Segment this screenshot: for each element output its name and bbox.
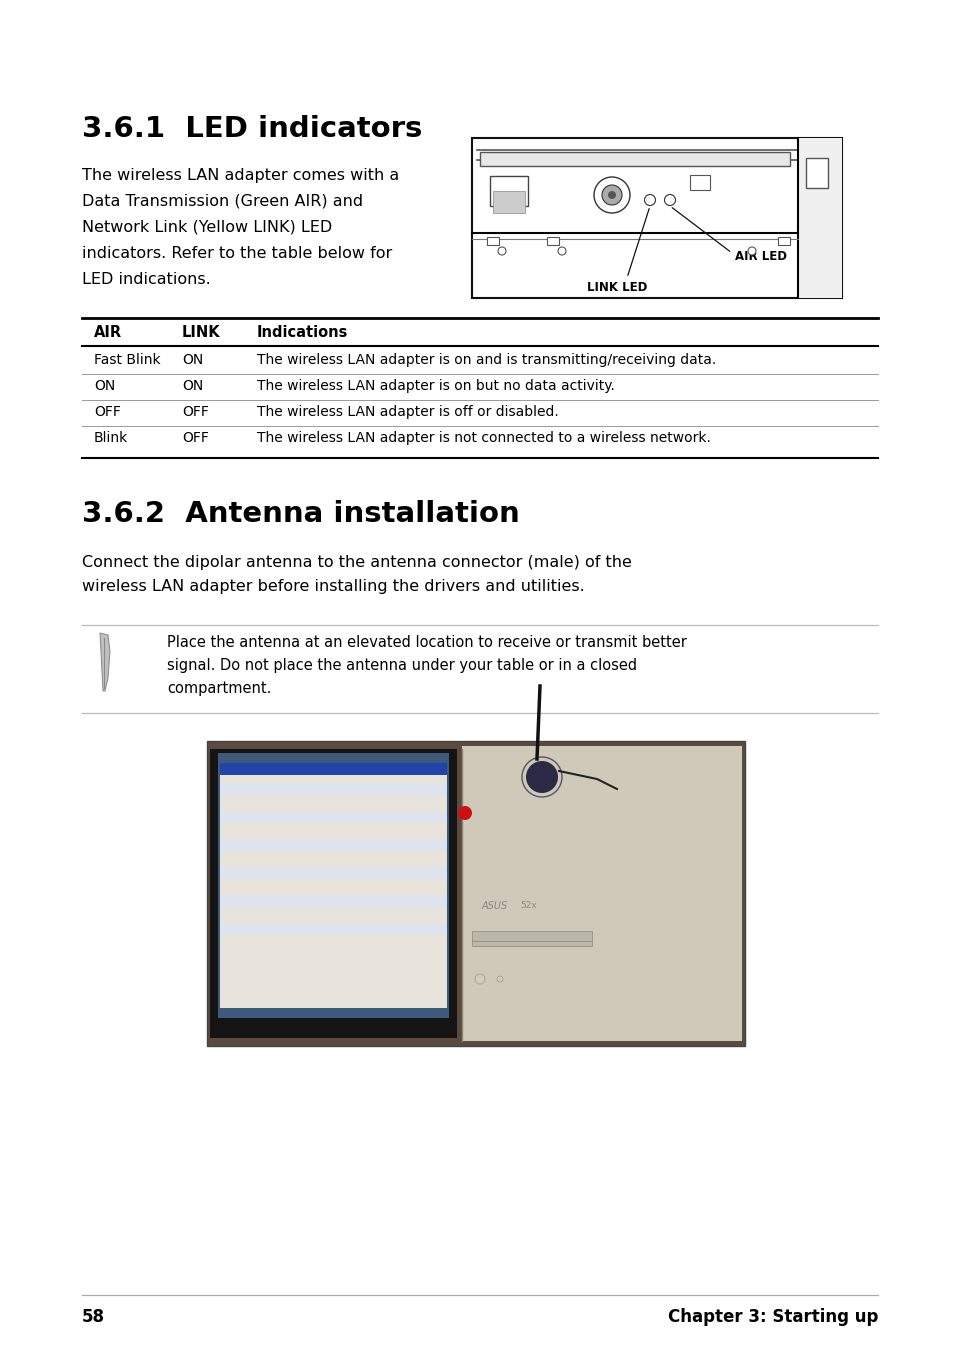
Bar [493,190,524,213]
Bar [490,176,527,205]
Bar [220,784,447,794]
Text: Network Link (Yellow LINK) LED: Network Link (Yellow LINK) LED [82,220,332,235]
Bar [220,763,447,1008]
Text: AIR LED: AIR LED [734,250,786,263]
Text: AIR: AIR [94,326,122,340]
Circle shape [664,195,675,205]
Text: signal. Do not place the antenna under your table or in a closed: signal. Do not place the antenna under y… [167,658,637,673]
Text: indicators. Refer to the table below for: indicators. Refer to the table below for [82,246,392,261]
Text: The wireless LAN adapter is off or disabled.: The wireless LAN adapter is off or disab… [256,405,558,419]
Circle shape [497,975,502,982]
Bar [805,158,827,188]
Bar [218,753,449,1019]
Bar [207,740,744,1046]
Circle shape [558,247,565,255]
Text: LED indications.: LED indications. [82,272,211,286]
Bar [210,748,456,1038]
Bar [220,763,447,775]
Bar [689,176,709,190]
Text: ASUS: ASUS [481,901,508,911]
Text: 3.6.2  Antenna installation: 3.6.2 Antenna installation [82,500,519,528]
Bar [220,923,447,935]
Text: Fast Blink: Fast Blink [94,353,160,367]
Text: LINK: LINK [182,326,220,340]
Bar [220,894,447,907]
Text: Blink: Blink [94,431,128,444]
Bar [220,811,447,823]
Bar [486,236,498,245]
Circle shape [607,190,616,199]
Text: ON: ON [182,353,203,367]
Bar [472,138,841,299]
Text: ON: ON [94,380,115,393]
Circle shape [475,974,484,984]
Bar [461,746,741,1042]
Circle shape [525,761,558,793]
Circle shape [497,247,505,255]
Bar [778,236,789,245]
Circle shape [457,807,472,820]
Circle shape [747,247,755,255]
Text: Connect the dipolar antenna to the antenna connector (male) of the: Connect the dipolar antenna to the anten… [82,555,631,570]
Text: The wireless LAN adapter is on and is transmitting/receiving data.: The wireless LAN adapter is on and is tr… [256,353,716,367]
Circle shape [601,185,621,205]
Text: The wireless LAN adapter is on but no data activity.: The wireless LAN adapter is on but no da… [256,380,615,393]
Text: Chapter 3: Starting up: Chapter 3: Starting up [667,1308,877,1325]
Bar [797,138,841,299]
Text: OFF: OFF [182,405,209,419]
Circle shape [644,195,655,205]
Bar [479,153,789,166]
Text: compartment.: compartment. [167,681,271,696]
Text: Indications: Indications [256,326,348,340]
Text: ON: ON [182,380,203,393]
Bar [220,867,447,880]
Text: OFF: OFF [94,405,121,419]
Text: 3.6.1  LED indicators: 3.6.1 LED indicators [82,115,422,143]
Bar [546,236,558,245]
Bar [472,931,592,946]
Bar [220,839,447,851]
Polygon shape [100,634,110,690]
Text: The wireless LAN adapter is not connected to a wireless network.: The wireless LAN adapter is not connecte… [256,431,710,444]
Text: OFF: OFF [182,431,209,444]
Text: LINK LED: LINK LED [586,281,647,295]
Text: 58: 58 [82,1308,105,1325]
Text: Place the antenna at an elevated location to receive or transmit better: Place the antenna at an elevated locatio… [167,635,686,650]
Text: 52x: 52x [519,901,537,911]
Text: wireless LAN adapter before installing the drivers and utilities.: wireless LAN adapter before installing t… [82,580,584,594]
Text: Data Transmission (Green AIR) and: Data Transmission (Green AIR) and [82,195,363,209]
Circle shape [594,177,629,213]
Text: The wireless LAN adapter comes with a: The wireless LAN adapter comes with a [82,168,399,182]
